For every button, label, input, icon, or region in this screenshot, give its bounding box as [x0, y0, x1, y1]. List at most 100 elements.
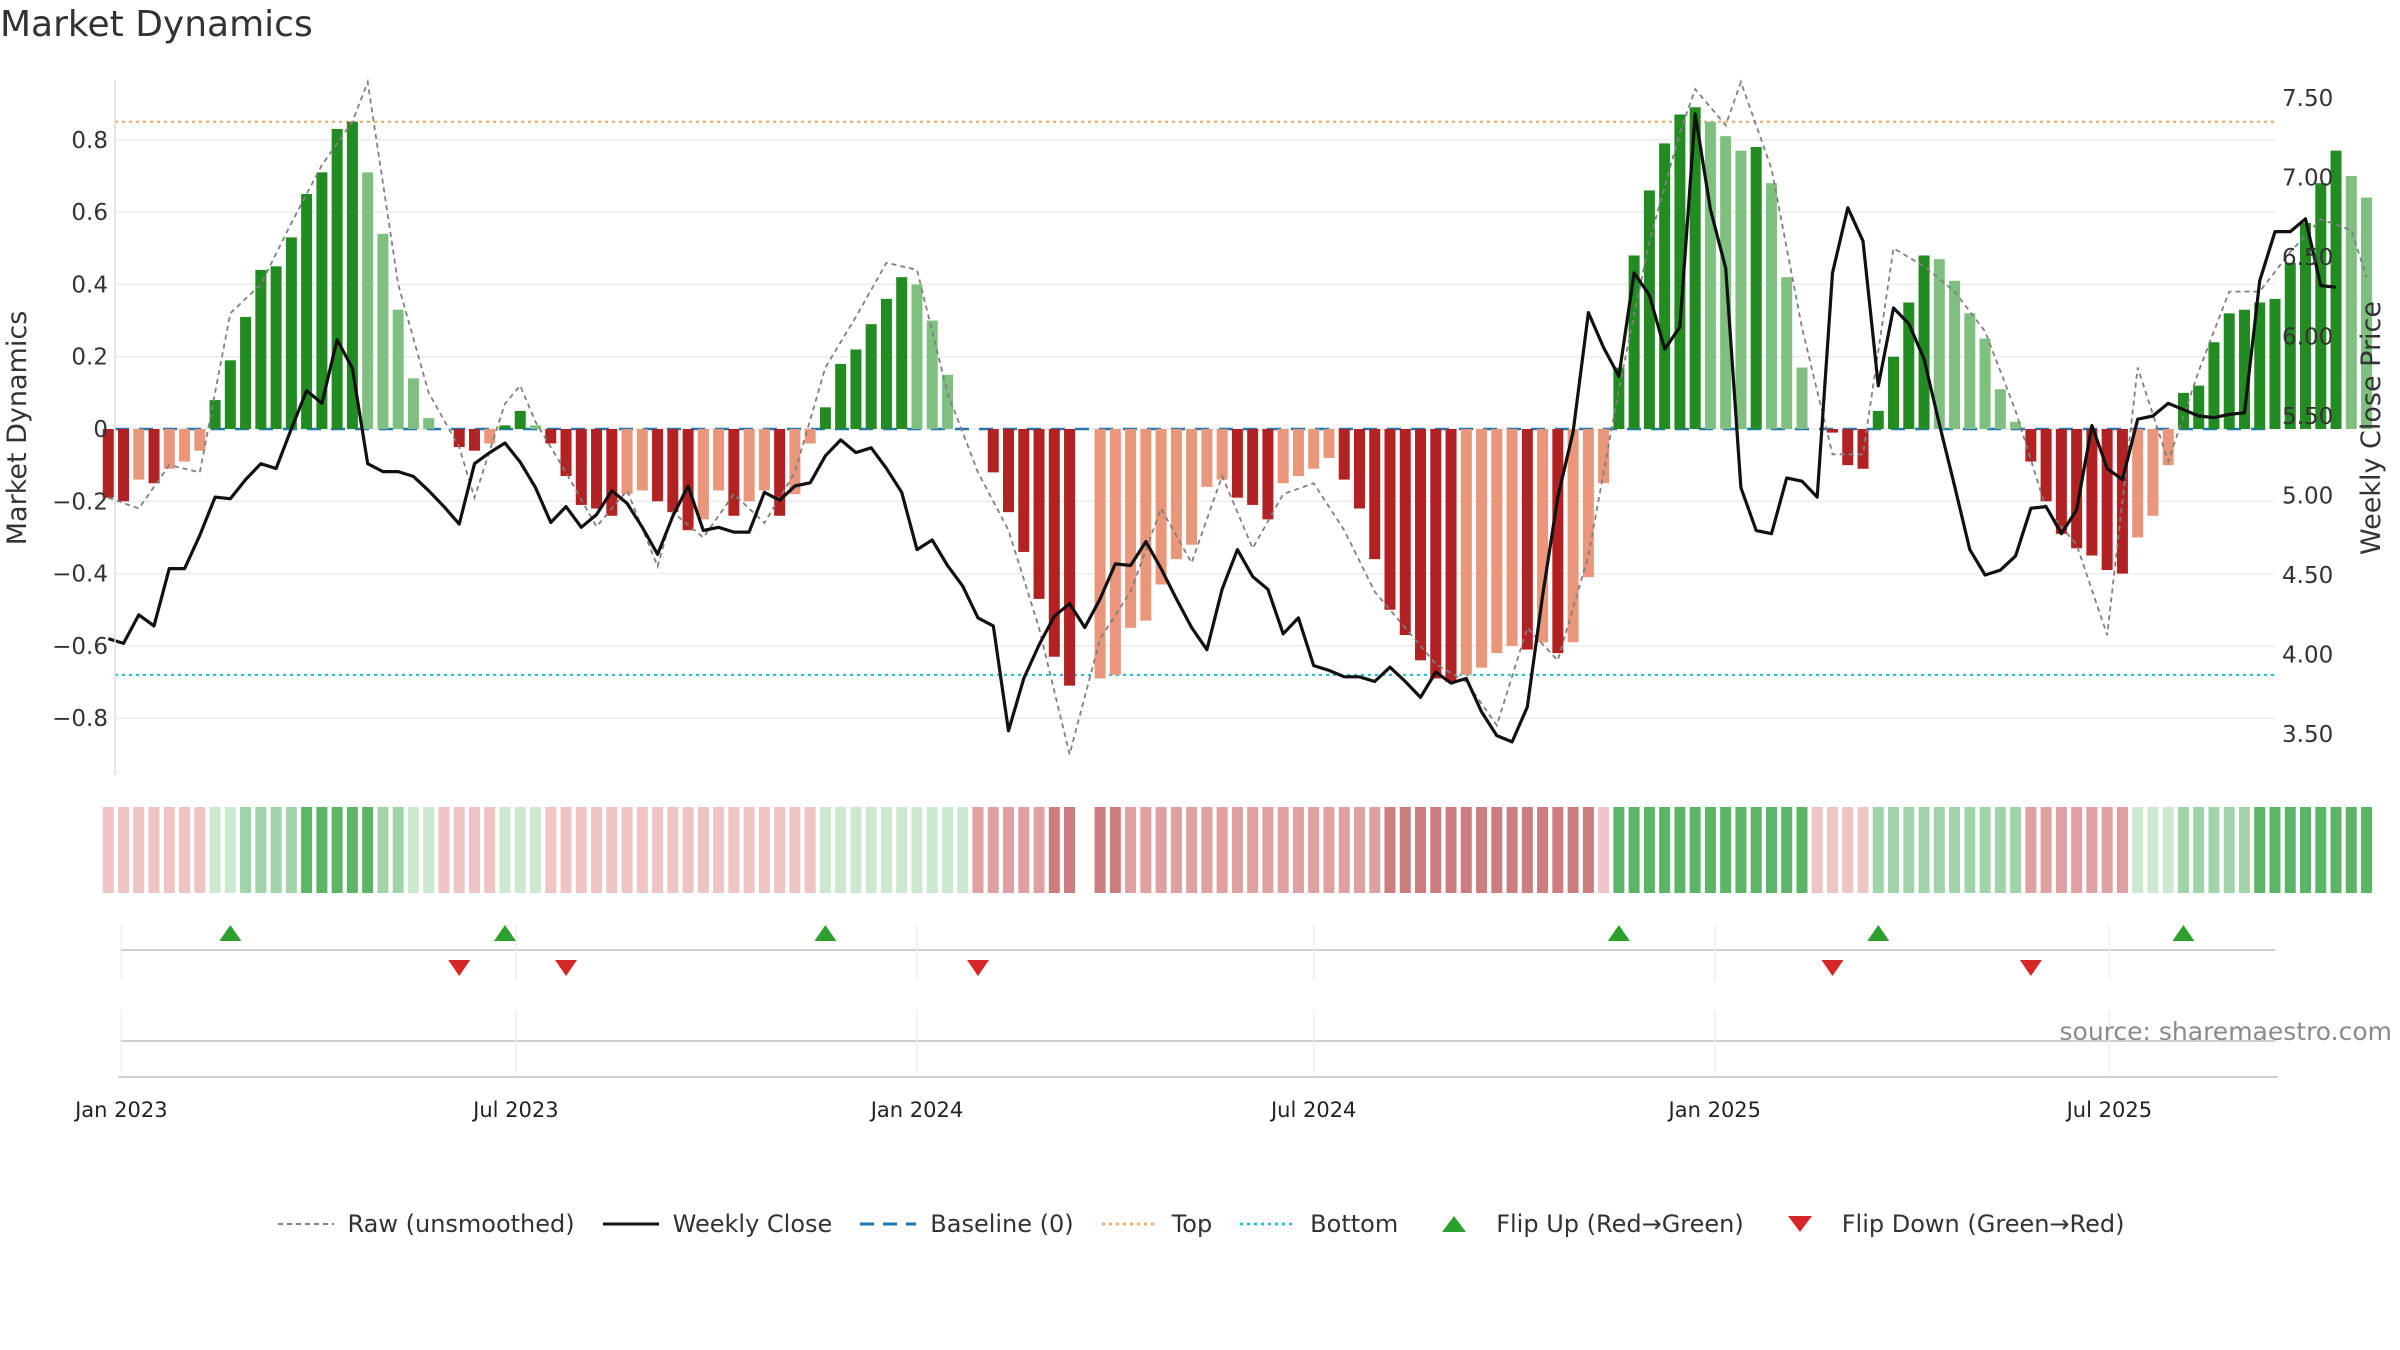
- regime-cell: [2025, 807, 2037, 893]
- regime-cell: [957, 807, 969, 893]
- y2-tick-label: 5.00: [2282, 484, 2333, 510]
- gray-dashed-line-icon: [277, 1223, 334, 1225]
- regime-cell: [1247, 807, 1259, 893]
- dynamics-bar: [392, 309, 404, 429]
- regime-cell: [438, 807, 450, 893]
- flip-up-marker: [1867, 925, 1890, 941]
- red-down-triangle-icon: [1787, 1216, 1812, 1232]
- dynamics-bar: [1491, 429, 1503, 654]
- dynamics-bar: [1353, 429, 1365, 509]
- flip-up-marker: [219, 925, 242, 941]
- dynamics-bar: [1643, 190, 1655, 429]
- regime-cell: [1567, 807, 1579, 893]
- regime-cell: [1796, 807, 1808, 893]
- dynamics-bar: [2040, 429, 2052, 502]
- dynamics-bar: [911, 284, 923, 429]
- dynamics-bar: [163, 429, 175, 469]
- dynamics-bar: [1216, 429, 1228, 480]
- flip-down-marker: [967, 960, 990, 976]
- regime-cell: [1689, 807, 1701, 893]
- y-tick-label: −0.8: [52, 706, 108, 732]
- dynamics-bar: [301, 194, 313, 429]
- regime-cell: [2040, 807, 2052, 893]
- regime-cell: [362, 807, 374, 893]
- dynamics-bar: [362, 172, 374, 429]
- dynamics-bar: [2010, 421, 2022, 429]
- dynamics-bar: [1170, 429, 1182, 560]
- regime-cell: [499, 807, 511, 893]
- regime-cell: [1750, 807, 1762, 893]
- regime-cell: [1537, 807, 1549, 893]
- regime-cell: [1674, 807, 1686, 893]
- regime-cell: [1155, 807, 1167, 893]
- dynamics-bar: [1933, 259, 1945, 429]
- legend-label: Top: [1171, 1210, 1213, 1238]
- dynamics-bar: [1888, 356, 1900, 429]
- regime-cell: [2101, 807, 2113, 893]
- regime-cell: [1918, 807, 1930, 893]
- weekly-close-line: [107, 112, 2337, 744]
- regime-cell: [2361, 807, 2373, 893]
- regime-cell: [240, 807, 252, 893]
- regime-cell: [819, 807, 831, 893]
- regime-cell: [1949, 807, 1961, 893]
- dynamics-bar: [118, 429, 130, 502]
- dynamics-bar: [407, 378, 419, 429]
- dynamics-bar: [1186, 429, 1198, 545]
- regime-cell: [1903, 807, 1915, 893]
- dynamics-bar: [224, 360, 236, 429]
- dynamics-bar: [2238, 309, 2250, 429]
- dynamics-bar: [1338, 429, 1350, 480]
- dynamics-bar: [1735, 150, 1747, 429]
- regime-cell: [1338, 807, 1350, 893]
- regime-cell: [926, 807, 938, 893]
- dynamics-bar: [2147, 429, 2159, 516]
- regime-cell: [1613, 807, 1625, 893]
- dynamics-bar: [1430, 429, 1442, 679]
- regime-cell: [148, 807, 160, 893]
- regime-cell: [1003, 807, 1015, 893]
- dynamics-bar: [530, 425, 542, 429]
- dynamics-bar: [1140, 429, 1152, 621]
- dynamics-bar: [1949, 280, 1961, 429]
- regime-cell: [2193, 807, 2205, 893]
- regime-cell: [697, 807, 709, 893]
- dynamics-bar: [1628, 255, 1640, 429]
- orange-dotted-line-icon: [1101, 1222, 1158, 1226]
- regime-cell: [758, 807, 770, 893]
- dynamics-bar: [453, 429, 465, 448]
- regime-cell: [789, 807, 801, 893]
- regime-cell: [1292, 807, 1304, 893]
- y-tick-label: 0.2: [71, 345, 108, 371]
- y2-tick-label: 6.00: [2282, 325, 2333, 351]
- regime-cell: [1323, 807, 1335, 893]
- legend-label: Bottom: [1310, 1210, 1399, 1238]
- dynamics-bar: [331, 128, 343, 429]
- regime-cell: [2208, 807, 2220, 893]
- dynamics-bar: [1689, 107, 1701, 429]
- x-tick-label: Jan 2024: [869, 1098, 964, 1122]
- dynamics-bar: [1704, 121, 1716, 429]
- dynamics-bar: [2284, 262, 2296, 429]
- dynamics-bar: [1247, 429, 1259, 505]
- regime-cell: [346, 807, 358, 893]
- legend-label: Flip Down (Green→Red): [1841, 1210, 2125, 1238]
- regime-cell: [407, 807, 419, 893]
- regime-cell: [1262, 807, 1274, 893]
- dynamics-bar: [896, 277, 908, 429]
- regime-cell: [1842, 807, 1854, 893]
- dynamics-bar: [545, 429, 557, 444]
- regime-cell: [2162, 807, 2174, 893]
- dynamics-bar: [1781, 277, 1793, 429]
- dynamics-bar: [2025, 429, 2037, 462]
- regime-cell: [560, 807, 572, 893]
- regime-cell: [2345, 807, 2357, 893]
- regime-cell: [1094, 807, 1106, 893]
- dynamics-bar: [1064, 429, 1076, 686]
- regime-cell: [2254, 807, 2266, 893]
- regime-cell: [1109, 807, 1121, 893]
- regime-cell: [1369, 807, 1381, 893]
- regime-cell: [1384, 807, 1396, 893]
- regime-cell: [468, 807, 480, 893]
- dynamics-bar: [1094, 429, 1106, 679]
